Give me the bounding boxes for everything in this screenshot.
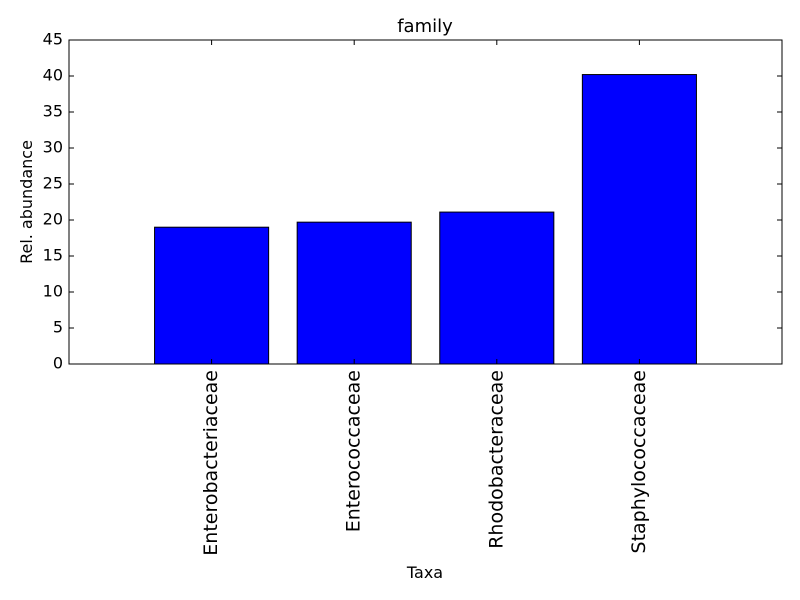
x-axis-ticks: Enterobacteriaceae Enterococcaceae Rhodoba… [200,40,650,556]
y-tick-label: 45 [43,30,63,49]
plot-frame [68,39,783,365]
x-tick-label: Rhodobacteraceae [485,370,507,549]
y-tick-label: 15 [43,246,63,265]
bar-rhodobacteraceae [439,211,555,365]
y-tick-label: 25 [43,174,63,193]
y-tick-label: 0 [53,354,63,373]
x-tick-label: Staphylococcaceae [628,370,650,553]
bar-enterobacteriaceae [154,226,270,365]
bars-group [154,74,697,365]
y-axis-ticks: 0 5 10 15 20 25 30 35 40 45 [43,30,782,373]
chart-title: family [397,16,453,37]
x-axis-label: Taxa [406,563,443,582]
y-tick-label: 40 [43,66,63,85]
bar-staphylococcaceae [581,74,697,365]
x-tick-label: Enterococcaceae [343,370,365,532]
y-tick-label: 5 [53,318,63,337]
bar-enterococcaceae [296,221,412,365]
x-tick-label: Enterobacteriaceae [200,370,222,556]
y-tick-label: 35 [43,102,63,121]
y-axis-label: Rel. abundance [17,140,36,264]
y-tick-label: 10 [43,282,63,301]
y-tick-label: 20 [43,210,63,229]
y-tick-label: 30 [43,138,63,157]
